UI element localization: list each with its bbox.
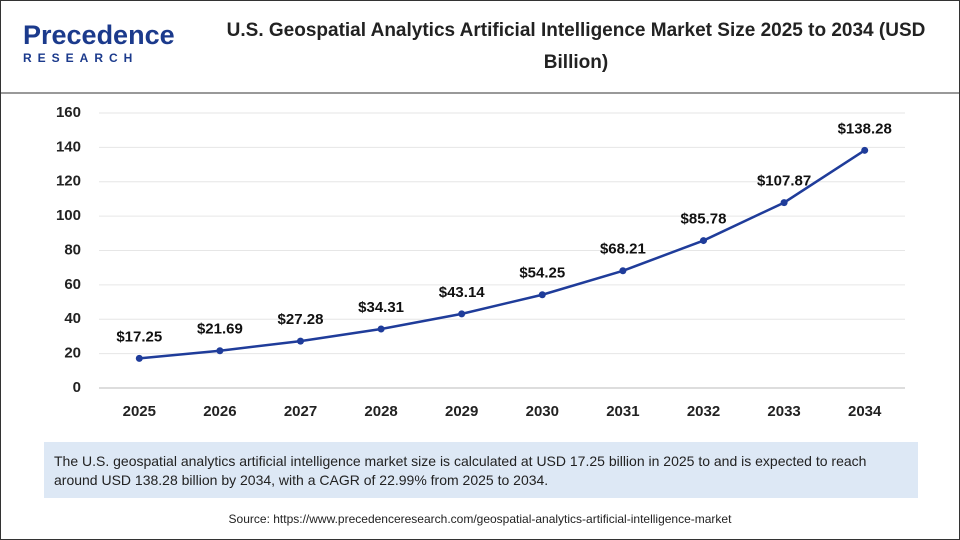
value-label: $85.78 (681, 211, 727, 228)
value-label: $107.87 (757, 173, 811, 190)
logo-name: Precedence (23, 20, 175, 50)
value-label: $43.14 (439, 284, 486, 301)
value-label: $34.31 (358, 299, 404, 316)
y-tick-label: 100 (56, 207, 81, 224)
point (861, 146, 869, 154)
value-label: $68.21 (600, 241, 646, 258)
x-tick-label: 2034 (848, 403, 882, 420)
source: Source: https://www.precedenceresearch.c… (228, 512, 732, 526)
y-tick-label: 20 (64, 345, 81, 362)
point (458, 310, 466, 318)
point (780, 199, 788, 207)
x-tick-label: 2032 (687, 403, 720, 420)
y-tick-label: 0 (73, 379, 81, 396)
value-label: $54.25 (519, 265, 565, 282)
point (377, 325, 385, 333)
value-label: $138.28 (838, 120, 892, 137)
logo-tagline: RESEARCH (23, 51, 138, 65)
x-tick-label: 2031 (606, 403, 639, 420)
x-tick-label: 2028 (364, 403, 397, 420)
y-tick-label: 160 (56, 104, 81, 121)
line (139, 149, 866, 360)
chart-title: U.S. Geospatial Analytics Artificial Int… (226, 20, 926, 73)
value-label: $17.25 (116, 328, 162, 345)
x-tick-label: 2027 (284, 403, 317, 420)
point (135, 354, 143, 362)
description: The U.S. geospatial analytics artificial… (44, 442, 918, 498)
point (538, 291, 546, 299)
point (216, 347, 224, 355)
value-label: $27.28 (278, 311, 324, 328)
x-tick-label: 2026 (203, 403, 236, 420)
y-tick-label: 60 (64, 276, 81, 293)
point (619, 267, 627, 275)
y-tick-label: 40 (64, 310, 81, 327)
y-tick-label: 80 (64, 241, 81, 258)
point (700, 237, 707, 245)
x-tick-label: 2029 (445, 403, 478, 420)
chart: Precedence RESEARCH 0 20 40 60 80 100 120 140 16… (1, 20, 959, 420)
y-tick-label: 140 (56, 138, 81, 155)
x-tick-label: 2033 (767, 403, 800, 420)
x-tick-label: 2030 (526, 403, 559, 420)
point (297, 337, 304, 345)
x-tick-label: 2025 (123, 403, 156, 420)
y-tick-label: 120 (56, 173, 81, 190)
value-label: $21.69 (197, 321, 243, 338)
